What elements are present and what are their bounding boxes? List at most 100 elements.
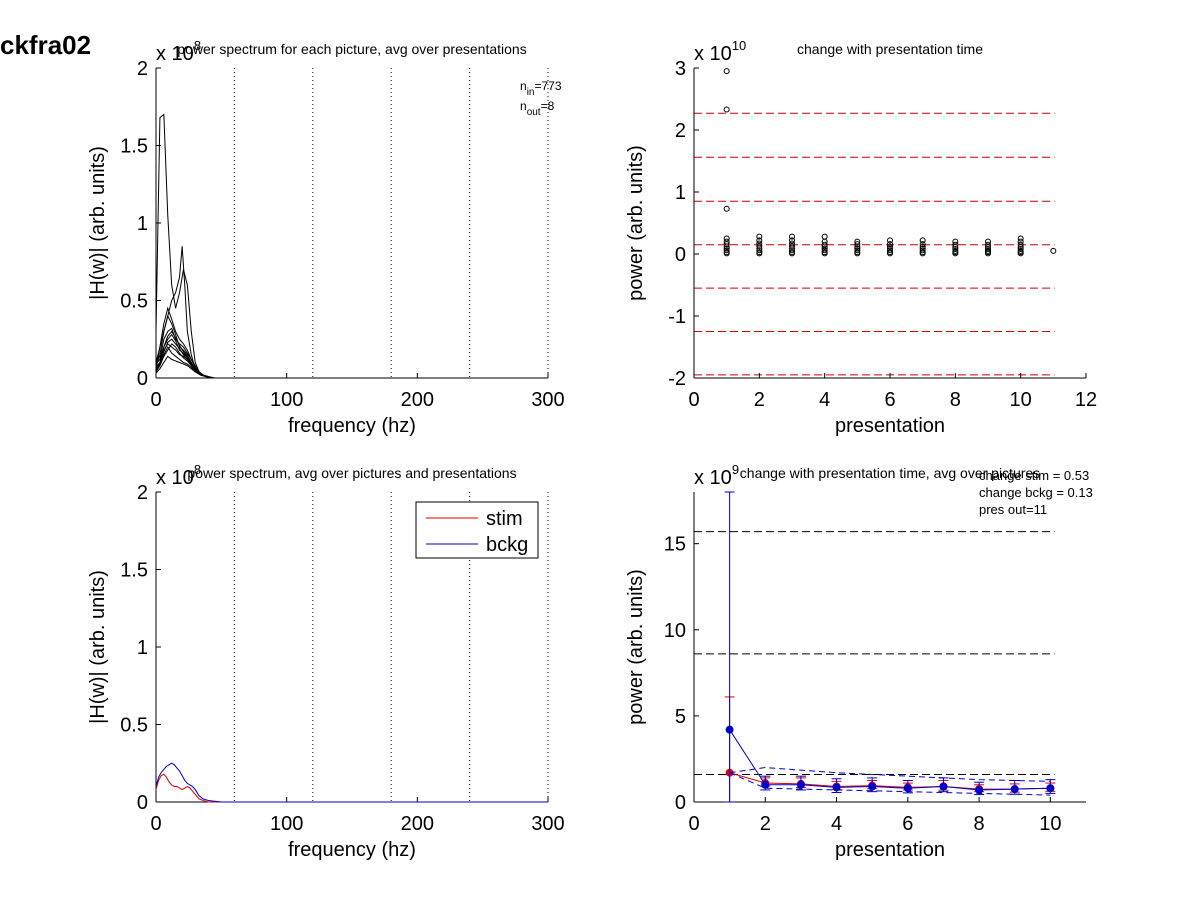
scatter-point — [789, 237, 795, 244]
scatter-point — [723, 205, 730, 212]
scatter-point — [887, 241, 893, 248]
x-tick-label: 8 — [974, 813, 985, 835]
stats-line: pres out=11 — [979, 502, 1047, 517]
axis-exponent: x 108 — [156, 38, 201, 65]
scatter-point — [789, 233, 795, 240]
x-axis-label: presentation — [835, 415, 945, 437]
scatter-point — [854, 250, 861, 257]
y-tick-label: 15 — [664, 534, 686, 556]
x-tick-label: 300 — [531, 389, 564, 411]
data-point — [832, 783, 841, 792]
x-tick-label: 4 — [831, 813, 842, 835]
x-tick-label: 2 — [754, 389, 765, 411]
x-tick-label: 200 — [401, 389, 434, 411]
series-line-series-4 — [155, 327, 548, 379]
series-line-series-2 — [155, 306, 548, 379]
scatter-point — [821, 241, 828, 248]
series-line-series-3 — [729, 772, 1051, 796]
series-line-series-5 — [155, 333, 548, 379]
x-tick-label: 200 — [401, 813, 434, 835]
scatter-point — [887, 237, 893, 244]
scatter-point — [854, 241, 861, 248]
scatter-point — [1017, 246, 1024, 253]
scatter-point — [756, 250, 763, 257]
y-axis-label: power (arb. units) — [625, 569, 647, 725]
n-out-value: =8 — [541, 99, 555, 113]
data-point — [725, 725, 734, 734]
x-tick-label: 0 — [688, 389, 699, 411]
legend-label-bckg: bckg — [486, 534, 528, 556]
scatter-point — [952, 238, 959, 245]
y-tick-label: -1 — [668, 306, 686, 328]
n-in-value: =773 — [534, 79, 561, 93]
axis-exponent: x 108 — [156, 462, 201, 489]
series-line-series-0 — [155, 113, 548, 379]
y-axis-label: |H(w)| (arb. units) — [87, 570, 109, 724]
scatter-point — [821, 250, 828, 257]
data-point — [868, 782, 877, 791]
scatter-point — [985, 238, 991, 245]
scatter-point — [789, 247, 795, 254]
scatter-point — [1050, 247, 1057, 254]
scatter-point — [789, 242, 795, 249]
scatter-point — [887, 243, 893, 250]
n-in-sub: in — [527, 87, 535, 98]
stats-line: change bckg = 0.13 — [979, 485, 1093, 500]
scatter-point — [952, 246, 959, 253]
series-line-series-11 — [155, 338, 548, 379]
data-point — [1010, 785, 1019, 794]
x-tick-label: 0 — [150, 813, 161, 835]
x-axis-label: frequency (hz) — [288, 839, 416, 861]
x-tick-label: 10 — [1010, 389, 1032, 411]
x-tick-label: 100 — [270, 389, 303, 411]
stats-line: change stim = 0.53 — [979, 468, 1089, 483]
x-axis-label: frequency (hz) — [288, 415, 416, 437]
series-line-bckg — [155, 762, 548, 803]
scatter-point — [952, 250, 959, 257]
scatter-point — [821, 247, 828, 254]
y-tick-label: 1 — [137, 213, 148, 235]
y-axis-label: power (arb. units) — [625, 145, 647, 301]
series-line-stim — [155, 773, 548, 803]
data-point — [975, 785, 984, 794]
scatter-point — [919, 237, 926, 244]
x-tick-label: 10 — [1039, 813, 1061, 835]
data-point — [761, 780, 770, 789]
y-tick-label: 3 — [675, 58, 686, 80]
scatter-point — [723, 247, 730, 254]
chart-change-avg: 0 2 4 6 8 10 0 5 10 15 presentation power (arb. uni… — [625, 462, 1093, 861]
scatter-point — [821, 243, 828, 250]
series-line-series-8 — [155, 345, 548, 379]
axis-exponent-power: 8 — [194, 38, 201, 53]
n-out-sub: out — [527, 107, 541, 118]
x-tick-label: 12 — [1075, 389, 1097, 411]
y-tick-label: 0 — [675, 244, 686, 266]
scatter-point — [952, 241, 959, 248]
y-tick-label: 2 — [137, 482, 148, 504]
data-point — [939, 782, 948, 791]
series-line-series-10 — [155, 330, 548, 379]
chart-title: power spectrum for each picture, avg ove… — [177, 41, 526, 57]
x-tick-label: 0 — [688, 813, 699, 835]
scatter-point — [789, 250, 795, 257]
y-axis-label: |H(w)| (arb. units) — [87, 146, 109, 300]
y-tick-label: 0.5 — [120, 715, 148, 737]
scatter-point — [985, 241, 991, 248]
series-line-series-7 — [155, 343, 548, 379]
scatter-point — [887, 247, 893, 254]
x-tick-label: 8 — [950, 389, 961, 411]
scatter-point — [854, 243, 861, 250]
legend-box — [415, 501, 539, 559]
scatter-point — [919, 247, 926, 254]
scatter-point — [756, 233, 763, 240]
scatter-point — [1017, 235, 1024, 242]
n-in-annotation: nin=773 — [520, 79, 562, 98]
scatter-point — [1017, 250, 1024, 257]
x-tick-label: 300 — [531, 813, 564, 835]
scatter-point — [723, 106, 730, 113]
scatter-point — [723, 68, 730, 75]
chart-title: change with presentation time, avg over … — [740, 465, 1040, 481]
y-tick-label: 0.5 — [120, 291, 148, 313]
